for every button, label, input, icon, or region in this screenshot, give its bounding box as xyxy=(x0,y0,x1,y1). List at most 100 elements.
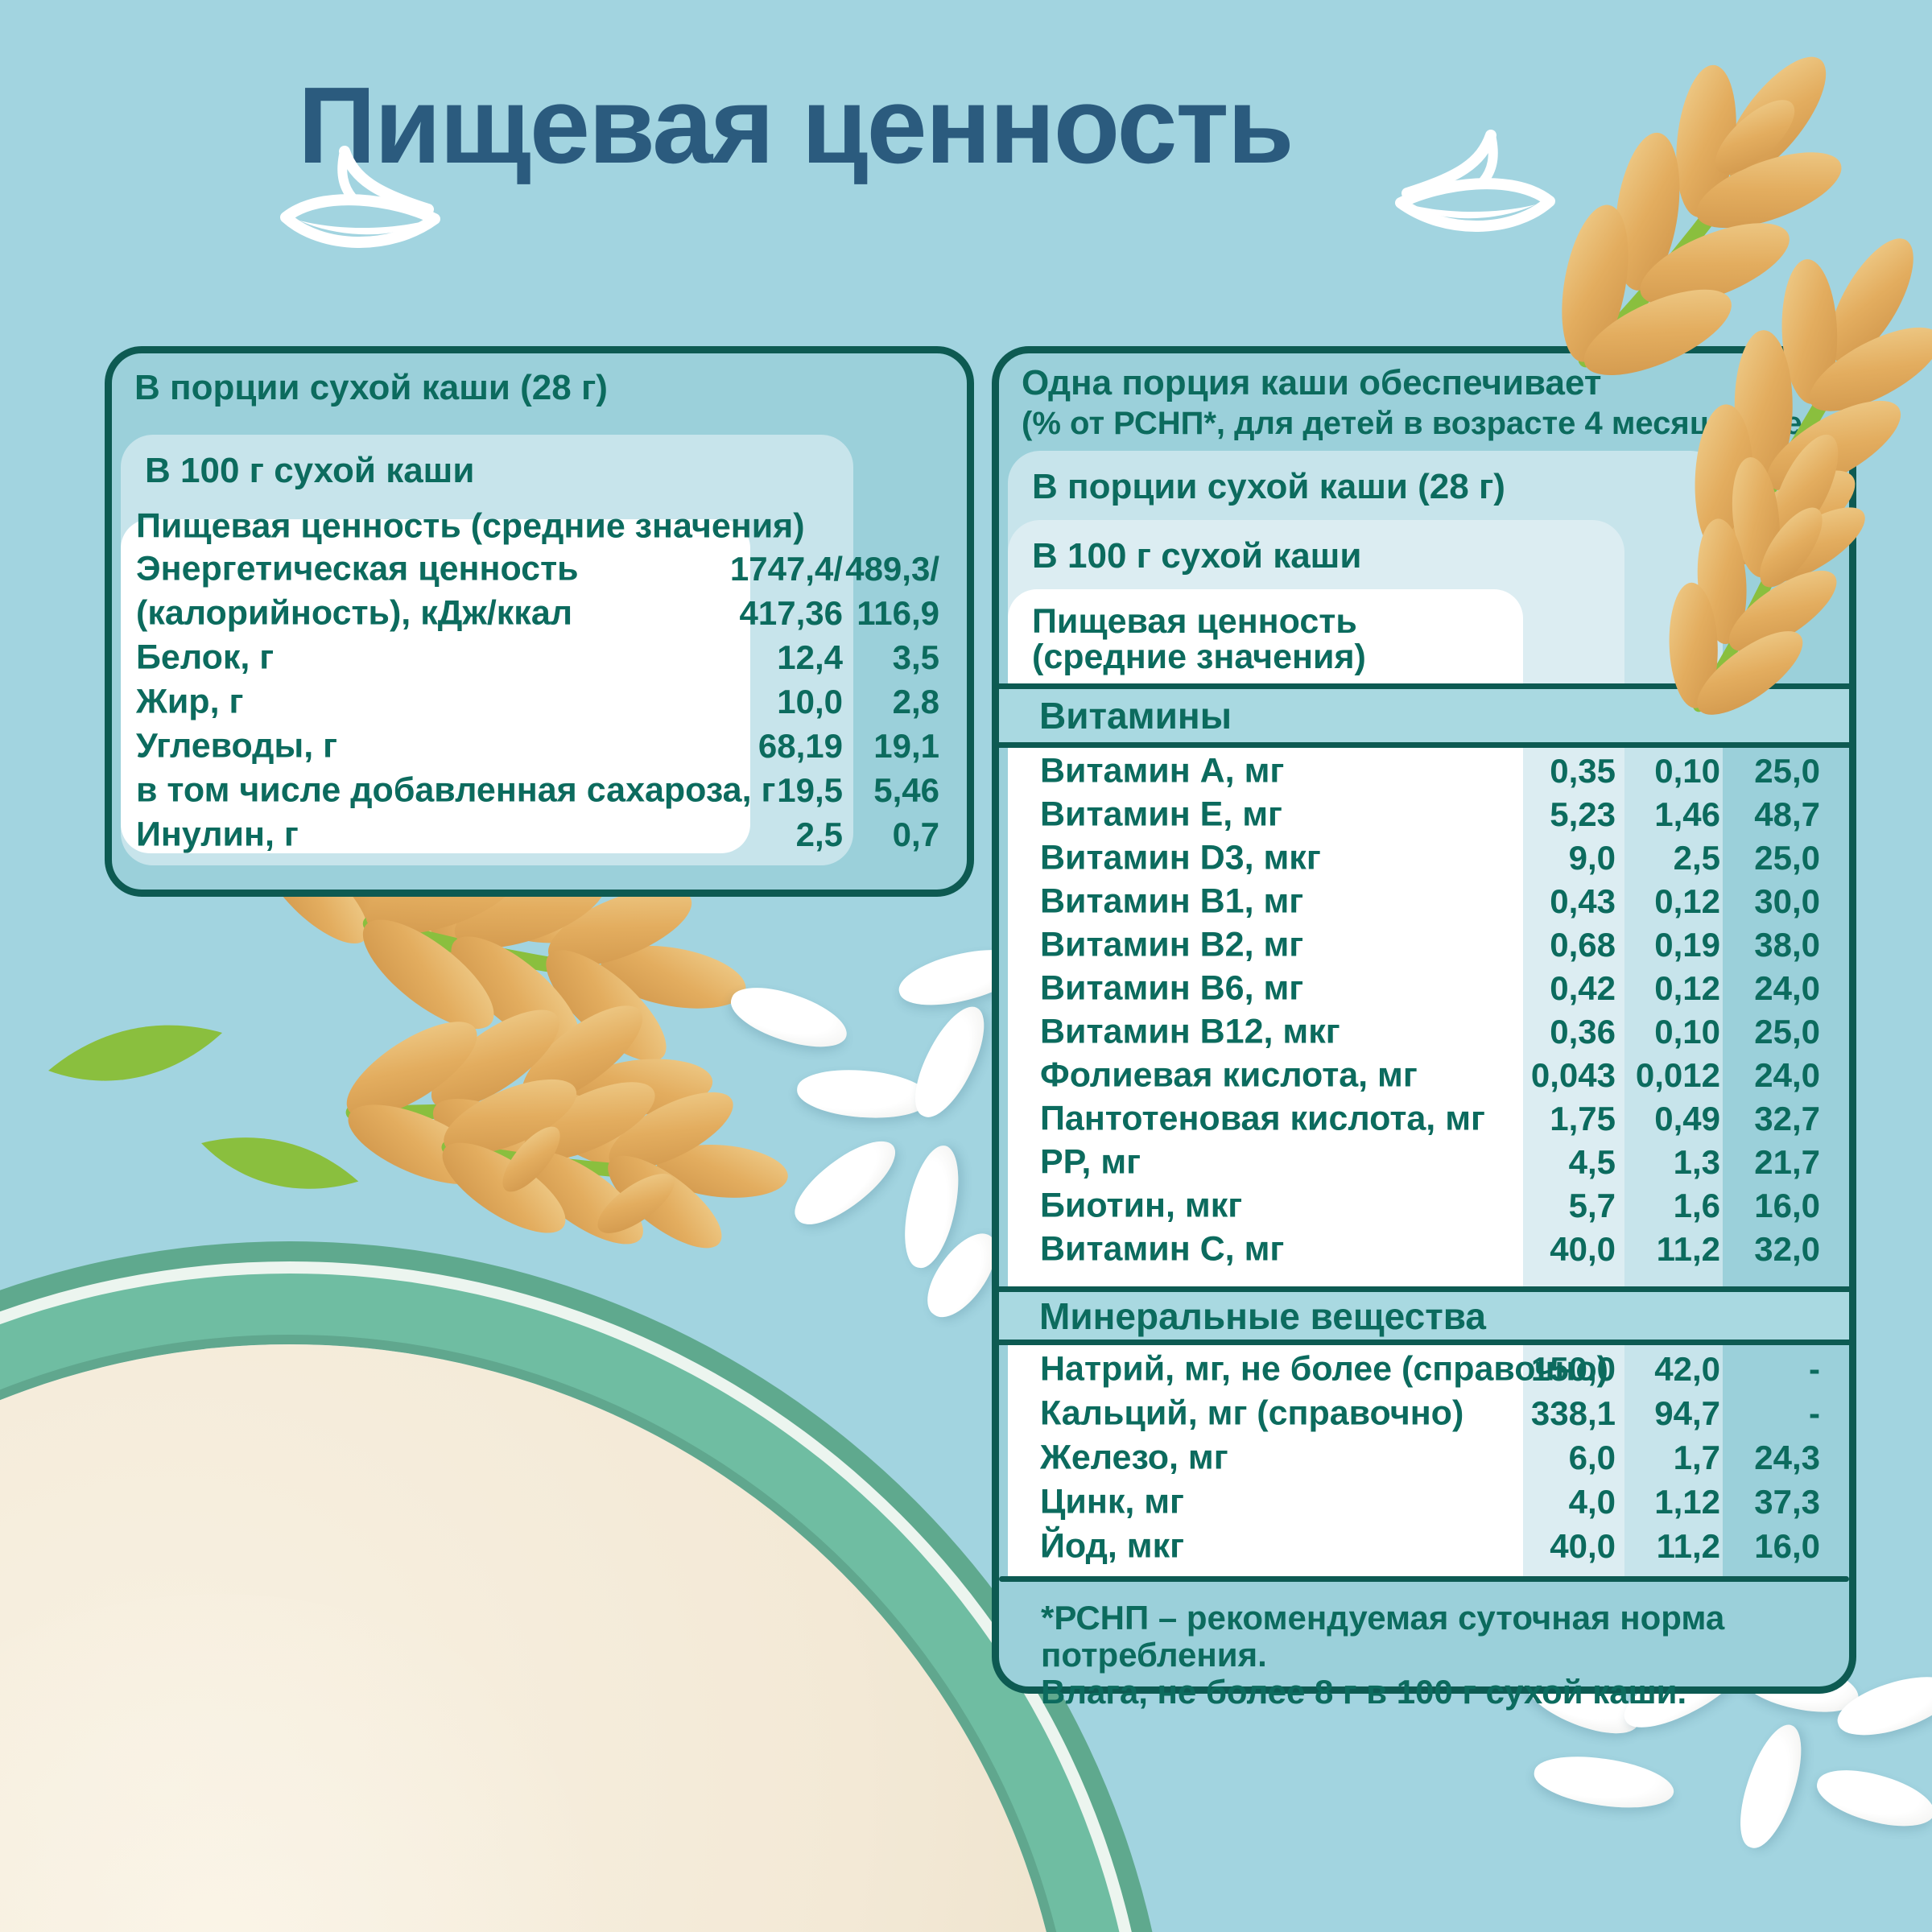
value-portion: 42,0 xyxy=(1654,1349,1720,1388)
table-row: Натрий, мг, не более (справочно) 150,0 4… xyxy=(999,1347,1849,1391)
row-label: Пищевая ценность (средние значения) xyxy=(136,506,805,546)
table-row: Белок, г 12,4 3,5 xyxy=(112,635,956,679)
nutrition-table-vitamins-minerals: Одна порция каши обеспечивает (% от РСНП… xyxy=(992,346,1856,1711)
value-100g: 9,0 xyxy=(1568,839,1616,877)
row-label: Йод, мкг xyxy=(1040,1526,1185,1565)
vitamin-rows: Витамин А, мг 0,35 0,10 25,0 Витамин Е, … xyxy=(999,749,1849,1271)
value-percent-rda: - xyxy=(1809,1393,1820,1432)
footnote-line1: *РСНП – рекомендуемая суточная норма пот… xyxy=(1041,1599,1725,1674)
value-100g: 0,36 xyxy=(1550,1013,1616,1051)
value-100g: 6,0 xyxy=(1568,1438,1616,1476)
rice-grain xyxy=(902,997,997,1127)
value-percent-rda: 38,0 xyxy=(1754,926,1820,964)
value-100g: 10,0 xyxy=(777,682,843,720)
value-portion: 19,1 xyxy=(873,726,939,765)
value-percent-rda: 21,7 xyxy=(1754,1143,1820,1181)
value-portion: 1,12 xyxy=(1654,1482,1720,1521)
value-100g: 19,5 xyxy=(777,770,843,809)
value-100g: 2,5 xyxy=(795,815,843,853)
table-row: Энергетическая ценность 1747,4/ 489,3/ xyxy=(112,547,956,591)
row-label: Железо, мг xyxy=(1040,1438,1228,1476)
value-percent-rda: 32,7 xyxy=(1754,1100,1820,1137)
column-header-100g: В 100 г сухой каши xyxy=(145,451,475,490)
section-header-vitamins: Витамины xyxy=(999,683,1849,748)
row-label: Биотин, мкг xyxy=(1040,1186,1243,1225)
table-row: (калорийность), кДж/ккал 417,36 116,9 xyxy=(112,591,956,635)
row-label: (калорийность), кДж/ккал xyxy=(136,593,573,632)
footnote-line2: Влага, не более 8 г в 100 г сухой каши. xyxy=(1041,1673,1687,1711)
value-100g: 4,0 xyxy=(1568,1482,1616,1521)
value-portion: 0,7 xyxy=(892,815,939,853)
row-label: Кальций, мг (справочно) xyxy=(1040,1393,1464,1432)
basic-rows: Пищевая ценность (средние значения) Энер… xyxy=(112,506,956,857)
table-row: Биотин, мкг 5,7 1,6 16,0 xyxy=(999,1184,1849,1228)
table-bottom-rule xyxy=(999,1576,1849,1582)
row-label: Жир, г xyxy=(136,682,244,720)
value-percent-rda: - xyxy=(1809,1349,1820,1388)
value-portion: 1,7 xyxy=(1673,1438,1720,1476)
value-percent-rda: 24,0 xyxy=(1754,969,1820,1007)
table-row: РР, мг 4,5 1,3 21,7 xyxy=(999,1141,1849,1184)
row-label: Углеводы, г xyxy=(136,726,338,765)
rice-grain xyxy=(1530,1749,1678,1815)
value-100g: 40,0 xyxy=(1550,1230,1616,1268)
row-label: Витамин Е, мг xyxy=(1040,795,1282,834)
value-percent-rda: 32,0 xyxy=(1754,1230,1820,1268)
table-row: Йод, мкг 40,0 11,2 16,0 xyxy=(999,1524,1849,1568)
column-header-portion: В порции сухой каши (28 г) xyxy=(1032,467,1505,506)
value-100g: 0,42 xyxy=(1550,969,1616,1007)
column-header-portion: В порции сухой каши (28 г) xyxy=(134,368,608,407)
table-row: Витамин В1, мг 0,43 0,12 30,0 xyxy=(999,880,1849,923)
table-row: Витамин А, мг 0,35 0,10 25,0 xyxy=(999,749,1849,793)
table-row: Витамин В2, мг 0,68 0,19 38,0 xyxy=(999,923,1849,967)
row-label: Пантотеновая кислота, мг xyxy=(1040,1099,1485,1138)
row-label: Витамин В1, мг xyxy=(1040,881,1304,921)
value-percent-rda: 25,0 xyxy=(1754,839,1820,877)
value-portion: 1,3 xyxy=(1673,1143,1720,1181)
row-label: Белок, г xyxy=(136,638,275,676)
table-row: Витамин В12, мкг 0,36 0,10 25,0 xyxy=(999,1010,1849,1054)
section-header-minerals: Минеральные вещества xyxy=(999,1286,1849,1345)
column-header-100g: В 100 г сухой каши xyxy=(1032,536,1362,576)
column-layer-labels: Пищевая ценность (средние значения) xyxy=(1008,589,1523,1576)
row-label: Инулин, г xyxy=(136,815,299,853)
value-portion: 0,10 xyxy=(1654,1013,1720,1051)
row-label: Витамин D3, мкг xyxy=(1040,838,1321,877)
page-title: Пищевая ценность xyxy=(298,64,1294,186)
rice-grain xyxy=(783,1126,907,1239)
leaf-decoration-icon xyxy=(280,146,440,248)
value-100g: 0,043 xyxy=(1530,1056,1616,1094)
value-100g: 0,68 xyxy=(1550,926,1616,964)
porridge-bowl-photo xyxy=(0,1344,1071,1932)
value-percent-rda: 24,3 xyxy=(1754,1438,1820,1476)
nutrition-header-line2: (средние значения) xyxy=(1032,638,1366,676)
value-100g: 5,23 xyxy=(1550,795,1616,833)
table-row: Витамин С, мг 40,0 11,2 32,0 xyxy=(999,1228,1849,1271)
nutrition-header-line1: Пищевая ценность xyxy=(1032,602,1357,641)
row-label: Витамин С, мг xyxy=(1040,1229,1285,1269)
value-100g: 0,43 xyxy=(1550,882,1616,920)
value-percent-rda: 25,0 xyxy=(1754,752,1820,790)
rice-grain xyxy=(724,976,854,1059)
rice-grain xyxy=(1811,1760,1932,1837)
value-portion: 0,12 xyxy=(1654,969,1720,1007)
table-row: Жир, г 10,0 2,8 xyxy=(112,679,956,724)
value-portion: 3,5 xyxy=(892,638,939,676)
row-label: Натрий, мг, не более (справочно) xyxy=(1040,1349,1608,1388)
value-portion: 11,2 xyxy=(1656,1526,1720,1565)
value-100g: 12,4 xyxy=(777,638,843,676)
row-label: РР, мг xyxy=(1040,1142,1141,1182)
table-row: в том числе добавленная сахароза, г 19,5… xyxy=(112,768,956,812)
table-row: Витамин D3, мкг 9,0 2,5 25,0 xyxy=(999,836,1849,880)
value-100g: 40,0 xyxy=(1550,1526,1616,1565)
value-100g: 5,7 xyxy=(1568,1187,1616,1224)
value-100g: 1,75 xyxy=(1550,1100,1616,1137)
row-label: Энергетическая ценность xyxy=(136,549,579,588)
value-percent-rda: 48,7 xyxy=(1754,795,1820,833)
table-row: Витамин В6, мг 0,42 0,12 24,0 xyxy=(999,967,1849,1010)
mineral-rows: Натрий, мг, не более (справочно) 150,0 4… xyxy=(999,1347,1849,1568)
row-label: Витамин В6, мг xyxy=(1040,968,1304,1008)
value-portion: 116,9 xyxy=(857,593,939,632)
value-100g: 417,36 xyxy=(739,593,843,632)
